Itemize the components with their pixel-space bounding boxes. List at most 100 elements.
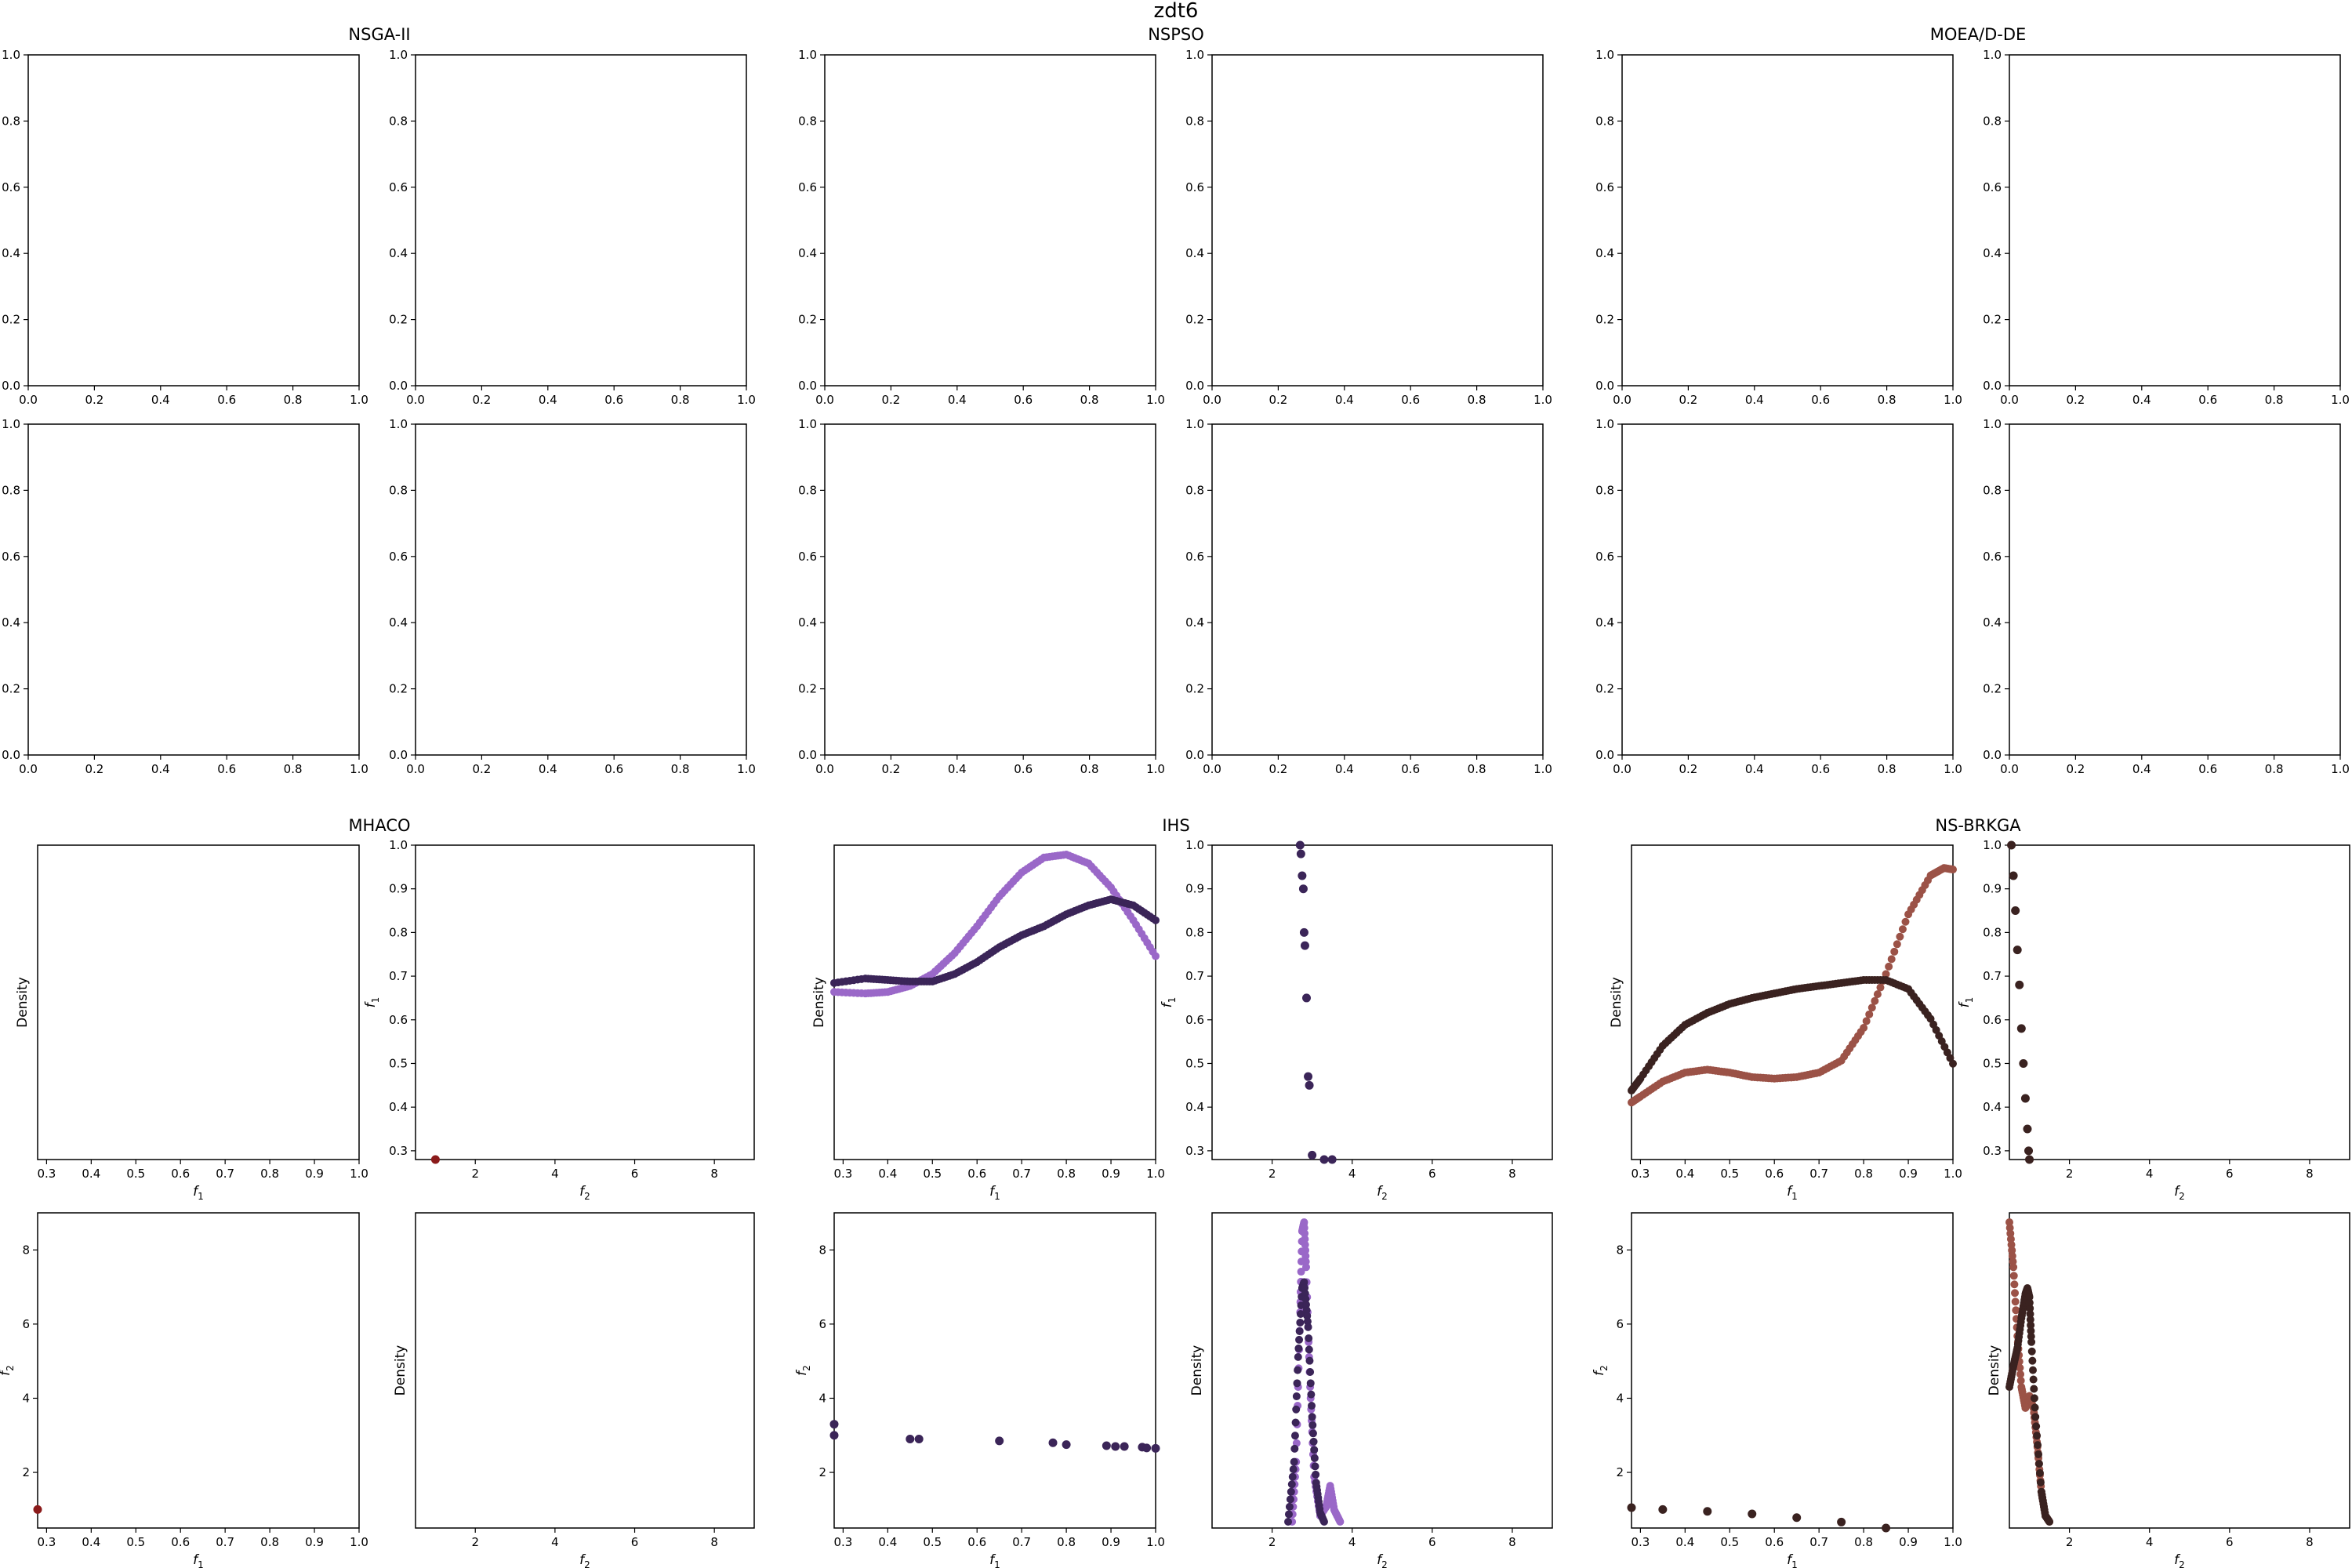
x-tick-label: 0.4 xyxy=(1335,762,1354,776)
x-tick-label: 0.8 xyxy=(671,762,690,776)
data-point xyxy=(1305,1356,1314,1365)
group-title-ihs: IHS xyxy=(1162,816,1189,835)
x-tick-label: 1.0 xyxy=(1944,762,1962,776)
x-tick-label: 8 xyxy=(710,1167,718,1181)
x-tick-label: 0.3 xyxy=(37,1167,56,1181)
y-tick-label: 0.4 xyxy=(389,246,408,260)
data-point xyxy=(1309,1437,1318,1446)
data-point xyxy=(1286,1495,1294,1504)
data-point xyxy=(2007,840,2016,850)
y-tick-label: 1.0 xyxy=(798,48,817,62)
x-tick-label: 1.0 xyxy=(2331,393,2350,407)
ihs-scatter-f2-f1: 2 4 6 8 0.3 0.4 0.5 0.6 0.7 0.8 0.9 1.0 f2 f1 xyxy=(1160,838,1553,1202)
x-tick-label: 0.8 xyxy=(1080,762,1099,776)
x-tick-label: 0.4 xyxy=(151,393,170,407)
y-tick-label: 0.6 xyxy=(1185,180,1204,194)
x-tick-label: 6 xyxy=(2226,1535,2234,1549)
empty-plot-moead-r0-c4: 0.0 0.2 0.4 0.6 0.8 1.0 0.0 0.2 0.4 0.6 0.8 1.0 xyxy=(1595,48,1962,407)
x-tick-label: 0.5 xyxy=(923,1167,942,1181)
x-tick-label: 0.8 xyxy=(260,1535,279,1549)
y-tick-label: 0.4 xyxy=(389,1100,408,1114)
y-tick-label: 0.8 xyxy=(1185,114,1204,128)
data-point xyxy=(1295,1327,1304,1335)
x-tick-label: 0.4 xyxy=(1335,393,1354,407)
x-tick-label: 0.3 xyxy=(1631,1535,1650,1549)
density-series-0 xyxy=(830,851,1160,998)
y-tick-label: 0.7 xyxy=(389,969,408,983)
data-point xyxy=(1298,871,1307,880)
y-tick-label: 0.7 xyxy=(1983,969,2002,983)
data-point xyxy=(1298,884,1308,894)
data-point xyxy=(2011,1298,2020,1306)
y-tick-label: 0.8 xyxy=(2,114,20,128)
x-tick-label: 0.5 xyxy=(126,1535,145,1549)
y-tick-label: 0.4 xyxy=(2,246,20,260)
x-axis-label: f1 xyxy=(1787,1552,1798,1568)
data-point xyxy=(1860,1023,1868,1032)
x-tick-label: 0.8 xyxy=(1080,393,1099,407)
y-tick-label: 4 xyxy=(22,1391,30,1405)
x-tick-label: 0.2 xyxy=(1679,393,1697,407)
x-tick-label: 0.4 xyxy=(82,1535,100,1549)
group-title-nsga2: NSGA-II xyxy=(348,25,410,44)
axes-frame xyxy=(1211,54,1544,387)
y-tick-label: 0.5 xyxy=(1983,1056,2002,1070)
x-axis-label: f2 xyxy=(1377,1184,1388,1202)
y-tick-label: 0.4 xyxy=(1185,615,1204,630)
data-point xyxy=(1305,1080,1314,1090)
x-tick-label: 8 xyxy=(710,1535,718,1549)
data-point xyxy=(2034,1450,2043,1459)
axes-frame xyxy=(415,54,747,387)
data-point xyxy=(2024,1146,2034,1156)
x-tick-label: 0.0 xyxy=(1203,762,1221,776)
data-point xyxy=(1311,1462,1319,1471)
x-tick-label: 0.2 xyxy=(472,393,491,407)
y-tick-label: 0.6 xyxy=(2,180,20,194)
y-tick-label: 0.6 xyxy=(389,550,408,564)
x-tick-label: 0.8 xyxy=(1057,1535,1076,1549)
x-tick-label: 0.2 xyxy=(2066,393,2085,407)
y-tick-label: 0.4 xyxy=(1983,615,2002,630)
data-point xyxy=(1294,1344,1303,1352)
y-axis-label: Density xyxy=(1189,1345,1205,1396)
x-axis-label: f2 xyxy=(579,1184,590,1202)
group-title-mhaco: MHACO xyxy=(348,816,410,835)
y-tick-label: 0.8 xyxy=(1983,925,2002,939)
data-point xyxy=(1901,917,1910,926)
data-point xyxy=(2030,1394,2038,1403)
data-point xyxy=(1949,1059,1957,1068)
x-axis-label: f1 xyxy=(989,1552,1000,1568)
axes-frame xyxy=(1631,844,1954,1160)
data-point xyxy=(995,1436,1004,1446)
data-point xyxy=(914,1434,924,1443)
data-point xyxy=(1299,927,1308,937)
y-tick-label: 0.6 xyxy=(1185,1013,1204,1027)
y-tick-label: 0.2 xyxy=(1185,682,1204,696)
y-tick-label: 0.8 xyxy=(389,483,408,497)
data-point xyxy=(1290,1432,1299,1440)
x-axis-label: f2 xyxy=(2174,1184,2185,1202)
y-tick-label: 1.0 xyxy=(1185,838,1204,852)
empty-plot-nsga2-r0-c1: 0.0 0.2 0.4 0.6 0.8 1.0 0.0 0.2 0.4 0.6 0.8 1.0 xyxy=(389,48,756,407)
y-tick-label: 8 xyxy=(818,1243,826,1257)
data-point xyxy=(1310,1454,1319,1462)
x-tick-label: 0.2 xyxy=(881,393,900,407)
y-tick-label: 8 xyxy=(22,1243,30,1257)
y-axis-label: Density xyxy=(393,1345,408,1396)
data-point xyxy=(1284,1518,1293,1526)
x-tick-label: 0.8 xyxy=(1878,393,1896,407)
data-point xyxy=(1294,1352,1302,1361)
y-tick-label: 0.0 xyxy=(2,748,20,762)
x-tick-label: 0.2 xyxy=(881,762,900,776)
x-tick-label: 0.8 xyxy=(1468,762,1486,776)
x-tick-label: 0.6 xyxy=(1401,762,1420,776)
x-tick-label: 0.9 xyxy=(305,1167,324,1181)
y-tick-label: 0.9 xyxy=(389,882,408,896)
empty-plot-nsga2-r1-c0: 0.0 0.2 0.4 0.6 0.8 1.0 0.0 0.2 0.4 0.6 0.8 1.0 xyxy=(2,417,368,776)
y-tick-label: 0.2 xyxy=(1983,313,2002,327)
data-point xyxy=(2031,1403,2039,1412)
x-tick-label: 0.6 xyxy=(217,762,236,776)
x-tick-label: 0.4 xyxy=(1745,762,1764,776)
group-title-nsbrkga: NS-BRKGA xyxy=(1935,816,2021,835)
data-point xyxy=(1290,1444,1299,1453)
